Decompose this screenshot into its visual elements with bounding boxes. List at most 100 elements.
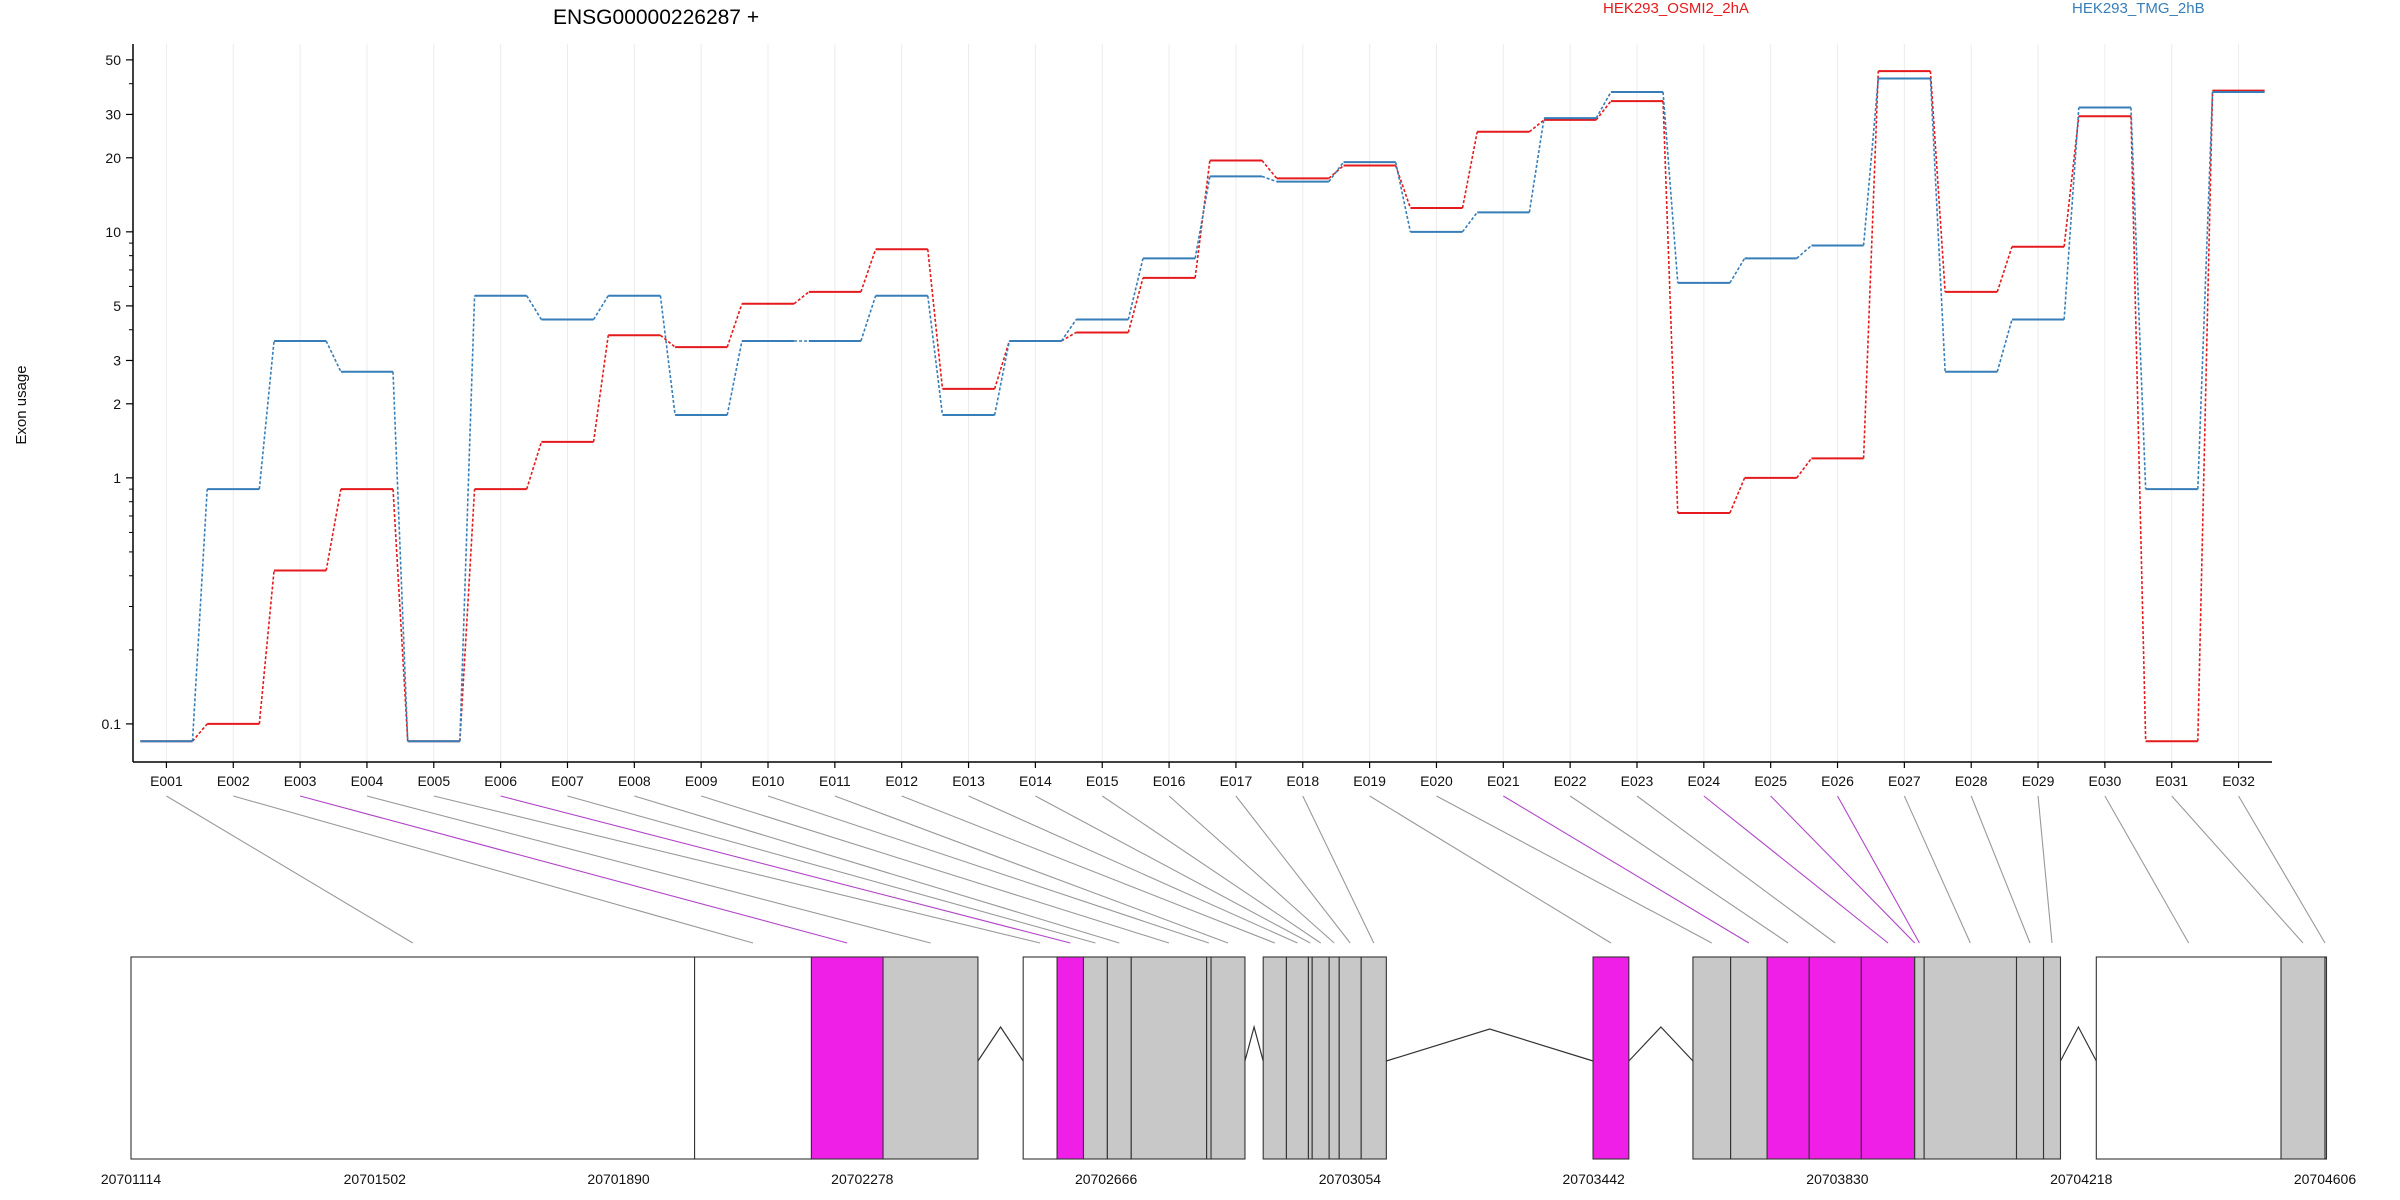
genomic-coordinate-label: 20702278 [831, 1171, 894, 1187]
series-connector [1862, 78, 1880, 246]
x-tick-label-E012: E012 [885, 773, 918, 789]
series-connector [1394, 161, 1412, 232]
x-tick-label-E009: E009 [685, 773, 718, 789]
exon-box-E003 [810, 956, 884, 1160]
series-connector [1729, 477, 1746, 514]
series-connector [1796, 244, 1812, 259]
connector-E005 [433, 795, 1041, 944]
series-connector [1528, 117, 1545, 213]
series-connector [1461, 131, 1479, 209]
connector-E027 [1903, 795, 1971, 944]
series-connector [1996, 319, 2013, 372]
x-tick-label-E008: E008 [618, 773, 651, 789]
series-connector [325, 340, 342, 373]
series-connector [1528, 119, 1545, 133]
series-connector [258, 340, 275, 490]
series-connector [1194, 176, 1211, 259]
series-connector [926, 295, 944, 416]
intron-line [1386, 1028, 1594, 1062]
series-connector [993, 340, 1011, 390]
connector-E001 [166, 795, 414, 944]
series-connector [1929, 78, 1946, 372]
intron-line [1244, 1024, 1264, 1062]
series-connector [1127, 277, 1144, 333]
series-connector [1595, 100, 1612, 121]
exon-box-E015 [1311, 956, 1330, 1160]
x-tick-label-E022: E022 [1554, 773, 1587, 789]
exon-box-E010 [1206, 956, 1212, 1160]
genomic-coordinate-label: 20701114 [101, 1171, 161, 1187]
x-tick-label-E002: E002 [217, 773, 250, 789]
exon-box-E002 [694, 956, 812, 1160]
series-layer [140, 70, 2265, 743]
genomic-coordinate-label: 20701502 [344, 1171, 407, 1187]
exon-box-E019 [1592, 956, 1630, 1160]
series-connector [860, 295, 877, 342]
series-connector [2063, 116, 2080, 247]
connector-E003 [299, 795, 848, 944]
series-connector [392, 371, 409, 742]
series-connector [592, 295, 609, 320]
genomic-coordinate-label: 20703442 [1563, 1171, 1626, 1187]
connector-E031 [2171, 795, 2304, 944]
series-connector [926, 249, 944, 389]
series-connector [1127, 258, 1144, 320]
x-tick-label-E027: E027 [1888, 773, 1921, 789]
series-connector [2130, 116, 2147, 742]
legend-entry-tmg: HEK293_TMG_2hB [2072, 0, 2205, 17]
connector-E026 [1837, 795, 1920, 944]
exon-box-E012 [1262, 956, 1287, 1160]
exon-connector-lines [166, 795, 2326, 944]
connector-E015 [1101, 795, 1321, 944]
x-tick-label-E031: E031 [2155, 773, 2188, 789]
series-connector [1796, 457, 1813, 479]
exon-box-E031 [2280, 956, 2326, 1160]
connector-E022 [1569, 795, 1789, 944]
x-tick-label-E023: E023 [1621, 773, 1654, 789]
exon-box-E021 [1730, 956, 1768, 1160]
series-connector [793, 291, 810, 305]
exon-box-E026 [1914, 956, 1925, 1160]
exon-box-E029 [2042, 956, 2062, 1160]
exon-box-E001 [130, 956, 696, 1160]
series-connector [526, 295, 543, 320]
exon-box-E011 [1210, 956, 1246, 1160]
connector-E009 [701, 795, 1170, 944]
x-tick-label-E004: E004 [351, 773, 384, 789]
series-connector [1862, 71, 1880, 459]
y-tick-label: 30 [105, 106, 121, 122]
x-tick-label-E015: E015 [1086, 773, 1119, 789]
exon-box-E013 [1285, 956, 1309, 1160]
exon-box-E018 [1360, 956, 1387, 1160]
gene-model: 20701114 20701502 20701890 20702278 20702666… [101, 956, 2356, 1187]
series-connector [1261, 175, 1277, 183]
series-connector [2197, 90, 2214, 742]
exon-box-E030 [2095, 956, 2282, 1160]
x-tick-label-E005: E005 [417, 773, 450, 789]
y-tick-label: 5 [113, 298, 121, 314]
intron-line [2059, 1025, 2097, 1062]
connector-E016 [1168, 795, 1335, 944]
x-tick-label-E026: E026 [1821, 773, 1854, 789]
x-tick-label-E017: E017 [1220, 773, 1253, 789]
series-connector [726, 340, 743, 416]
connector-E013 [968, 795, 1298, 944]
connector-E011 [834, 795, 1229, 944]
connector-E030 [2104, 795, 2190, 944]
intron-line [1628, 1026, 1694, 1062]
y-tick-label: 0.1 [102, 716, 122, 732]
x-tick-label-E019: E019 [1353, 773, 1386, 789]
series-connector [2063, 107, 2080, 320]
series-connector [191, 723, 208, 742]
connector-E024 [1703, 795, 1889, 944]
y-axis-label: Exon usage [13, 365, 30, 444]
genomic-coordinate-label: 20703054 [1319, 1171, 1382, 1187]
connector-E014 [1035, 795, 1311, 944]
y-tick-label: 20 [105, 150, 121, 166]
series-HEK293_TMG_2hB [140, 77, 2265, 743]
connector-E008 [634, 795, 1120, 944]
x-tick-label-E010: E010 [752, 773, 785, 789]
grid-lines [165, 44, 2240, 762]
